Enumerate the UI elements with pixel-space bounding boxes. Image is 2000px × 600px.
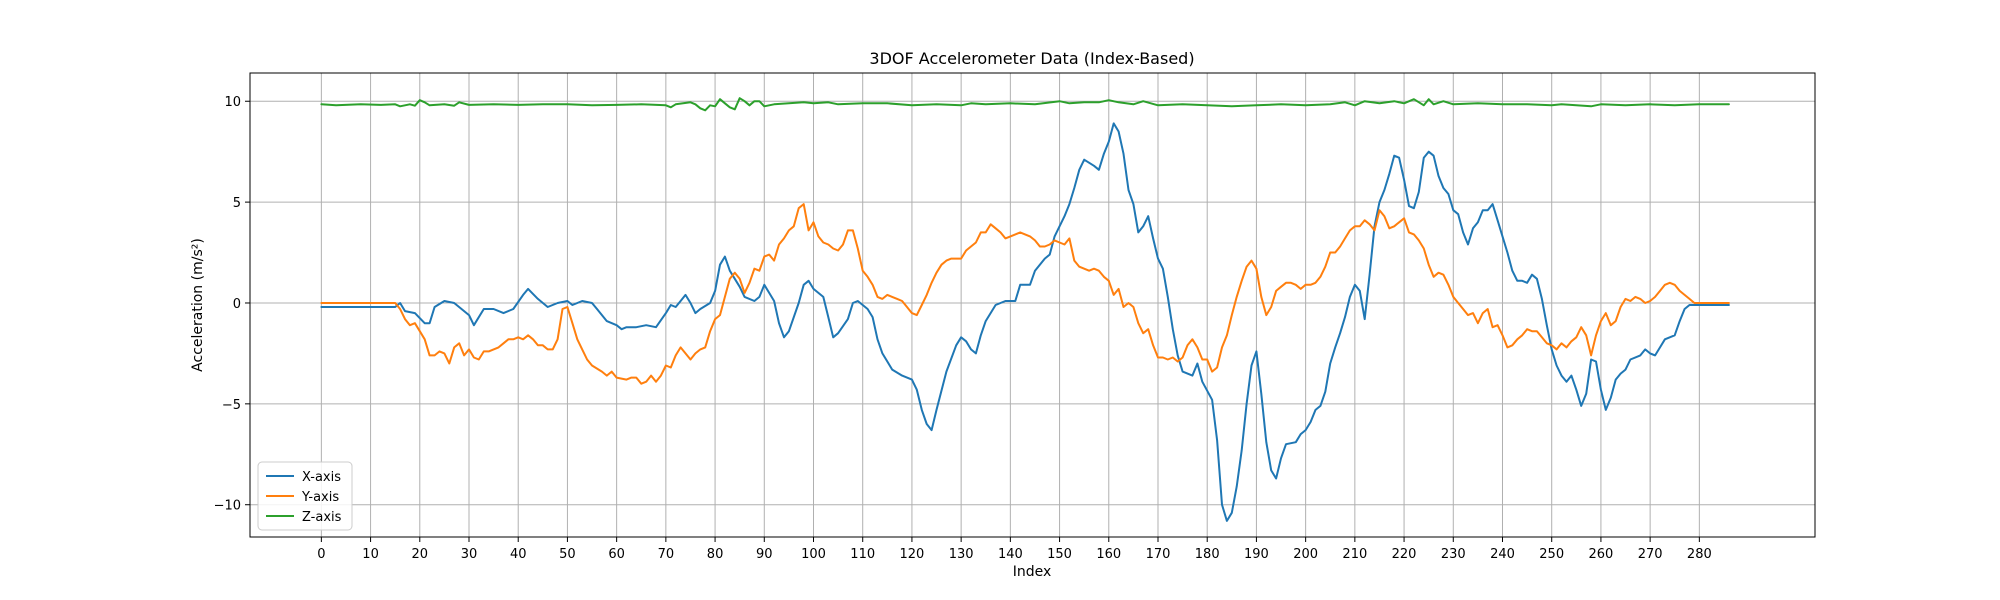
plot-frame: [249, 72, 1816, 538]
y-tick-label: 5: [233, 196, 241, 211]
x-tick-label: 230: [1441, 547, 1466, 562]
x-tick-label: 190: [1244, 547, 1269, 562]
x-tick-label: 10: [362, 547, 379, 562]
x-tick-label: 220: [1392, 547, 1417, 562]
series-line-x-axis: [320, 122, 1730, 522]
series-line-z-axis: [320, 97, 1730, 112]
x-tick-label: 80: [707, 547, 724, 562]
legend-label-x-axis: X-axis: [302, 470, 341, 485]
x-tick-label: 250: [1539, 547, 1564, 562]
x-tick-label: 270: [1638, 547, 1663, 562]
x-tick-label: 210: [1342, 547, 1367, 562]
legend-box: [257, 461, 353, 531]
legend-label-y-axis: Y-axis: [301, 490, 339, 505]
x-tick-label: 110: [850, 547, 875, 562]
x-tick-label: 70: [658, 547, 675, 562]
y-tick-label: 0: [233, 297, 241, 312]
chart-title: 3DOF Accelerometer Data (Index-Based): [869, 49, 1194, 68]
x-tick-label: 160: [1096, 547, 1121, 562]
y-tick-label: 10: [224, 95, 241, 110]
grid-lines: [250, 73, 1815, 537]
legend-label-z-axis: Z-axis: [302, 510, 342, 525]
x-tick-label: 200: [1293, 547, 1318, 562]
x-axis-ticks: 0 10 20 30 40 50 60 70 80 90 100 110 120 130 140 150 160…: [317, 537, 1712, 562]
x-tick-label: 100: [801, 547, 826, 562]
x-tick-label: 240: [1490, 547, 1515, 562]
x-tick-label: 140: [998, 547, 1023, 562]
x-tick-label: 170: [1146, 547, 1171, 562]
x-axis-label: Index: [1013, 564, 1052, 580]
x-tick-label: 40: [510, 547, 527, 562]
legend: X-axis Y-axis Z-axis: [257, 461, 353, 531]
x-tick-label: 180: [1195, 547, 1220, 562]
x-tick-label: 120: [900, 547, 925, 562]
x-tick-label: 20: [412, 547, 429, 562]
y-tick-label: −10: [214, 499, 241, 514]
x-tick-label: 280: [1687, 547, 1712, 562]
x-tick-label: 30: [461, 547, 478, 562]
x-tick-label: 150: [1047, 547, 1072, 562]
series-line-y-axis: [320, 203, 1730, 385]
y-axis-ticks: −10 −5 0 5 10: [214, 95, 250, 514]
x-tick-label: 90: [756, 547, 773, 562]
y-tick-label: −5: [222, 398, 241, 413]
series-lines: [320, 97, 1730, 522]
x-tick-label: 50: [559, 547, 576, 562]
x-tick-label: 260: [1589, 547, 1614, 562]
y-axis-label: Acceleration (m/s²): [190, 238, 206, 372]
x-tick-label: 60: [608, 547, 625, 562]
x-tick-label: 130: [949, 547, 974, 562]
x-tick-label: 0: [317, 547, 325, 562]
